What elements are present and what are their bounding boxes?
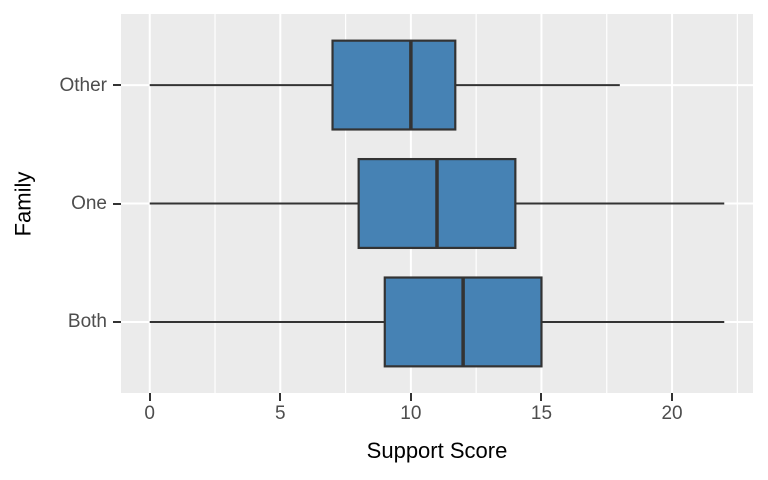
plot-panel [121,14,753,393]
x-tick-mark [540,393,543,401]
x-tick-mark [671,393,674,401]
y-tick-mark [113,320,121,323]
x-tick-label-20: 20 [661,403,683,424]
x-tick-label-0: 0 [144,403,155,424]
y-tick-mark [113,84,121,87]
boxplot-canvas [121,14,753,393]
x-tick-label-10: 10 [400,403,422,424]
x-axis-title: Support Score [366,438,508,463]
x-tick-mark [409,393,412,401]
y-category-label-other: Other [59,74,107,96]
x-tick-mark [148,393,151,401]
y-category-label-both: Both [67,311,107,333]
x-tick-label-15: 15 [530,403,553,424]
x-tick-label-5: 5 [275,403,286,424]
x-tick-mark [279,393,282,401]
y-category-label-one: One [71,193,107,214]
y-tick-mark [113,202,121,205]
box-other [331,39,457,131]
